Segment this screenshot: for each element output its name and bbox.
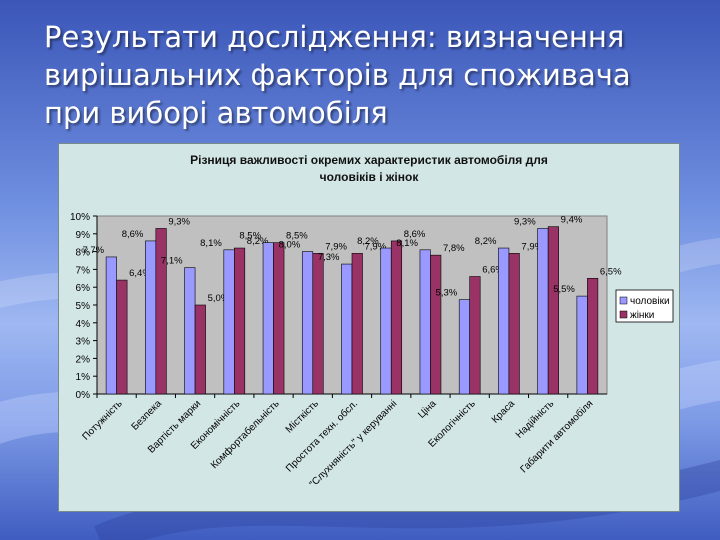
y-tick-label: 4% — [76, 319, 91, 330]
y-tick-label: 1% — [76, 372, 91, 383]
category-label: Простота техн. обсл. — [283, 398, 360, 475]
category-label: Краса — [490, 398, 518, 426]
data-label: 7,3% — [318, 252, 340, 263]
chart-title: Різниця важливості окремих характеристик… — [59, 152, 679, 186]
bar-women — [547, 226, 559, 395]
slide-title-line: вирішальних факторів для споживача — [44, 58, 631, 92]
y-tick-label: 6% — [76, 283, 91, 294]
chart-container: Різниця важливості окремих характеристик… — [58, 143, 680, 512]
data-label: 8,2% — [247, 236, 269, 247]
data-label: 8,2% — [475, 236, 497, 247]
data-label: 6,4% — [129, 268, 151, 279]
data-label: 8,1% — [200, 238, 222, 249]
bar-women — [469, 276, 481, 395]
data-label: 8,1% — [396, 238, 418, 249]
category-label: Ціна — [416, 398, 439, 421]
bar-men — [458, 299, 470, 395]
bar-women — [508, 253, 520, 395]
bar-women — [587, 278, 599, 395]
legend-swatch — [619, 310, 628, 319]
slide-title-line: при виборі автомобіля — [44, 96, 388, 130]
category-label: Безпека — [130, 398, 165, 433]
bar-men — [105, 256, 117, 395]
data-label: 5,3% — [436, 288, 458, 299]
y-tick-label: 9% — [76, 230, 91, 241]
bar-women — [234, 247, 246, 395]
bar-men — [419, 249, 431, 395]
data-label: 9,3% — [514, 216, 536, 227]
data-label: 7,7% — [82, 245, 104, 256]
bar-men — [380, 247, 392, 395]
data-label: 8,5% — [239, 231, 261, 242]
bar-men — [223, 249, 235, 395]
bar-women — [273, 242, 285, 395]
y-tick-label: 2% — [76, 354, 91, 365]
bar-men — [262, 242, 274, 395]
bar-men — [498, 247, 510, 395]
bar-women — [430, 254, 442, 395]
data-label: 5,0% — [208, 293, 230, 304]
data-label: 8,6% — [122, 229, 144, 240]
category-label: Надійність — [514, 398, 556, 440]
data-label: 6,5% — [600, 266, 622, 277]
y-tick-label: 5% — [76, 301, 91, 312]
bar-men — [145, 240, 157, 395]
category-label: Габарити автомобіля — [518, 398, 596, 476]
legend-label: чоловіки — [630, 296, 670, 307]
bar-women — [155, 228, 167, 395]
slide-title: Результати дослідження: визначення виріш… — [44, 18, 704, 132]
y-tick-label: 3% — [76, 337, 91, 348]
category-label: Потужність — [80, 398, 124, 442]
legend-label: жінки — [630, 310, 654, 321]
data-label: 8,2% — [357, 236, 379, 247]
category-label: Місткість — [284, 398, 321, 435]
y-tick-label: 0% — [76, 390, 91, 401]
slide-title-line: Результати дослідження: визначення — [44, 20, 625, 54]
data-label: 6,6% — [482, 265, 504, 276]
category-label: Комфортабельність — [208, 398, 281, 471]
bar-men — [537, 228, 549, 395]
data-label: 7,9% — [521, 241, 543, 252]
data-label: 7,9% — [325, 241, 347, 252]
legend-swatch — [619, 296, 628, 305]
data-label: 8,0% — [279, 240, 301, 251]
bar-women — [312, 253, 324, 395]
chart-title-line: чоловіків і жінок — [319, 170, 419, 184]
chart-title-line: Різниця важливості окремих характеристик… — [190, 153, 548, 167]
data-label: 9,4% — [561, 215, 583, 226]
bar-women — [194, 304, 206, 395]
bar-women — [390, 240, 403, 395]
bar-chart: 0% 1% 2% 3% 4% 5% 6% 7% 8% 9% 10% 7,7% 6,4% Потужніст… — [70, 212, 674, 490]
data-label: 7,1% — [161, 256, 183, 267]
data-label: 8,6% — [404, 229, 426, 240]
data-label: 7,9% — [365, 241, 387, 252]
data-label: 9,3% — [168, 216, 190, 227]
bar-men — [576, 295, 588, 395]
y-tick-label: 8% — [76, 248, 91, 259]
data-label: 5,5% — [553, 284, 575, 295]
bar-women — [116, 279, 128, 395]
data-label: 7,8% — [443, 243, 465, 254]
bar-men — [301, 251, 314, 395]
bar-men — [184, 267, 196, 395]
y-tick-label: 10% — [70, 212, 90, 223]
bar-men — [341, 263, 353, 395]
y-tick-label: 7% — [76, 265, 91, 276]
bar-women — [351, 253, 363, 395]
data-label: 8,5% — [286, 231, 308, 242]
